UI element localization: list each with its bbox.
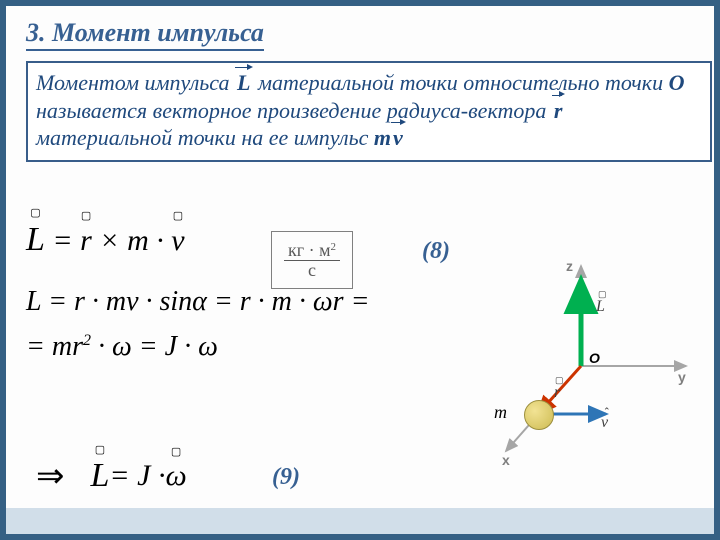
- origin-label: O: [589, 350, 600, 366]
- vector-v-label: ⌃v: [601, 414, 608, 432]
- section-heading: 3. Момент импульса: [26, 18, 264, 51]
- implies-icon: ⇒: [36, 456, 65, 496]
- def-text-2: материальной точки относительно точки: [258, 70, 669, 95]
- coordinate-diagram: z y x O ▢L ▢r ⌃v m: [446, 256, 696, 486]
- mass-label: m: [494, 402, 507, 423]
- def-text-4: материальной точки на ее импульс: [36, 125, 374, 150]
- hat-icon: ▢: [81, 210, 91, 222]
- vector-r-label: ▢r: [554, 384, 560, 402]
- hat-icon: ▢: [95, 443, 105, 456]
- equation-4: ⇒ ▢L = J · ▢ω: [36, 456, 187, 496]
- mass-point: [524, 400, 554, 430]
- equation-number-9: (9): [272, 464, 300, 491]
- mass-m: m: [374, 125, 391, 150]
- def-text-1: Моментом импульса: [36, 70, 235, 95]
- vector-L-label: ▢L: [596, 298, 605, 316]
- hat-icon: ▢: [171, 445, 181, 458]
- equation-2: L = r · mv · sinα = r · m · ωr =: [26, 287, 426, 318]
- vector-v: v: [391, 124, 405, 152]
- hat-icon: ▢: [30, 207, 40, 219]
- point-O: О: [669, 70, 685, 95]
- equation-1: ▢L = ▢r × m · ▢v: [26, 221, 426, 281]
- equation-3: = mr2 · ω = J · ω: [26, 332, 426, 363]
- axis-y-label: y: [678, 369, 686, 385]
- def-text-3: называется векторное произведение радиус…: [36, 98, 552, 123]
- axis-z-label: z: [566, 258, 573, 274]
- vector-r: r: [552, 97, 565, 125]
- hat-icon: ▢: [173, 210, 183, 222]
- units-box: кг · м2 с: [271, 231, 353, 289]
- vector-L: L: [235, 69, 252, 97]
- axis-x-label: x: [502, 452, 510, 468]
- definition-box: Моментом импульса L материальной точки о…: [26, 61, 712, 162]
- footer-bar: [6, 508, 714, 534]
